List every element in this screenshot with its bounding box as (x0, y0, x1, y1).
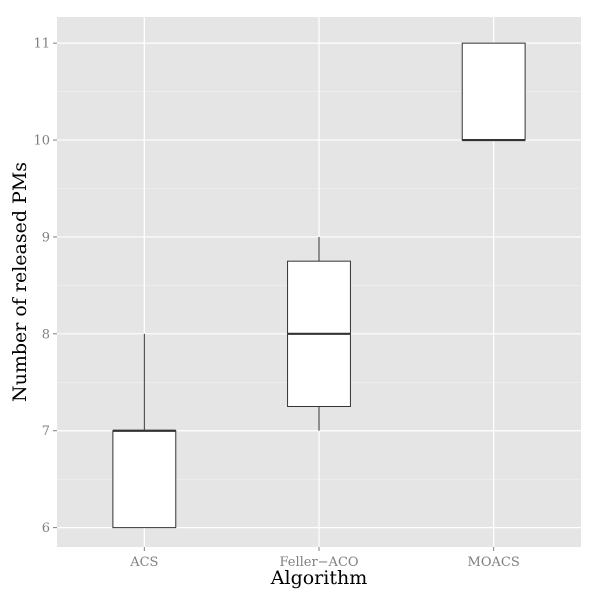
y-tick-label: 11 (33, 37, 50, 52)
box-1 (287, 236, 351, 431)
y-axis-ticks: 6 7 8 9 10 11 (33, 37, 57, 536)
y-tick-label: 6 (42, 521, 50, 536)
x-axis-title: Algorithm (270, 567, 367, 589)
y-tick-label: 9 (42, 230, 50, 245)
x-tick-label: ACS (129, 555, 158, 570)
y-tick-label: 7 (42, 424, 50, 439)
box-2 (461, 42, 526, 142)
box-0 (112, 333, 177, 529)
box-group (112, 42, 526, 529)
y-tick-label: 10 (33, 134, 50, 149)
y-axis-title: Number of released PMs (9, 162, 31, 402)
x-tick-label: Feller−ACO (279, 555, 358, 570)
x-axis-ticks: ACS Feller−ACO MOACS (129, 547, 520, 570)
box-body (461, 42, 526, 141)
y-tick-label: 8 (42, 327, 50, 342)
box-body (112, 430, 177, 529)
x-tick-label: MOACS (468, 555, 520, 570)
